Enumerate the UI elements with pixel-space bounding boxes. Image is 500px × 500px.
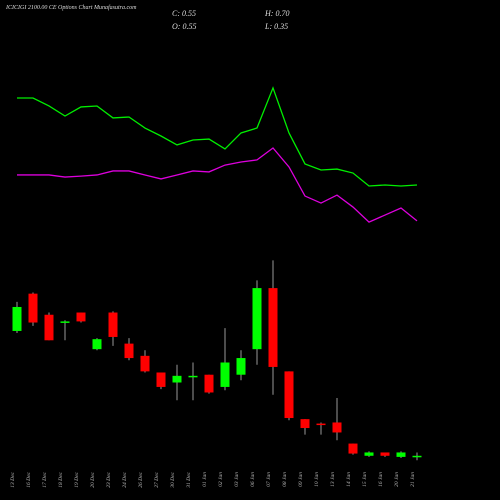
high-label: H: 0.70: [264, 9, 289, 18]
candle-body: [284, 371, 294, 419]
candle-body: [236, 358, 246, 375]
x-tick-label: 23 Dec: [106, 471, 112, 487]
candle-body: [396, 452, 406, 457]
candle-body: [60, 321, 70, 323]
candle-body: [300, 419, 310, 429]
candle-body: [380, 452, 390, 456]
candle-body: [140, 355, 150, 372]
candle-body: [268, 288, 278, 367]
x-tick-label: 20 Jan: [394, 472, 400, 487]
x-tick-label: 16 Jan: [378, 472, 384, 487]
candle-body: [252, 288, 262, 350]
candle-body: [44, 314, 54, 341]
candle-body: [204, 374, 214, 393]
x-tick-label: 26 Dec: [138, 471, 144, 487]
candle-body: [124, 343, 134, 359]
x-tick-label: 31 Dec: [186, 471, 192, 488]
x-tick-label: 17 Dec: [42, 471, 48, 487]
candle-body: [188, 375, 198, 378]
candle-body: [76, 312, 86, 322]
close-label: C: 0.55: [172, 9, 196, 18]
low-label: L: 0.35: [264, 22, 288, 31]
candle-body: [28, 293, 38, 323]
x-tick-label: 10 Jan: [314, 472, 320, 487]
x-tick-label: 21 Jan: [410, 472, 416, 487]
candle-body: [332, 422, 342, 433]
x-tick-label: 07 Jan: [266, 472, 272, 487]
x-tick-label: 20 Dec: [90, 471, 96, 487]
candle-body: [108, 312, 118, 337]
candle-body: [348, 443, 358, 454]
x-tick-label: 16 Dec: [26, 471, 32, 487]
x-tick-label: 18 Dec: [58, 471, 64, 487]
candle-body: [364, 452, 374, 456]
candle-body: [92, 339, 102, 350]
open-label: O: 0.55: [172, 22, 196, 31]
candle-body: [412, 455, 422, 458]
line-series: [17, 147, 418, 223]
x-tick-label: 30 Dec: [170, 471, 176, 488]
candle-body: [172, 375, 182, 383]
x-tick-label: 09 Jan: [298, 472, 304, 487]
x-tick-label: 13 Jan: [330, 472, 336, 487]
x-tick-label: 24 Dec: [121, 471, 128, 487]
chart-title: ICICIGI 2100.00 CE Options Chart Munafas…: [5, 4, 137, 11]
candle-body: [156, 372, 166, 387]
line-series: [17, 86, 418, 187]
x-tick-label: 08 Jan: [282, 472, 288, 487]
candle-body: [316, 423, 326, 426]
candle-body: [12, 306, 22, 331]
x-tick-label: 15 Jan: [362, 472, 368, 487]
x-tick-label: 14 Jan: [345, 472, 352, 487]
x-tick-label: 19 Dec: [74, 471, 80, 487]
x-tick-label: 03 Jan: [234, 472, 240, 487]
candle-body: [220, 362, 230, 387]
x-tick-label: 06 Jan: [250, 472, 256, 487]
x-tick-label: 13 Dec: [10, 471, 16, 487]
x-tick-label: 02 Jan: [218, 472, 224, 487]
x-tick-label: 27 Dec: [154, 471, 160, 487]
x-tick-label: 01 Jan: [202, 472, 208, 487]
